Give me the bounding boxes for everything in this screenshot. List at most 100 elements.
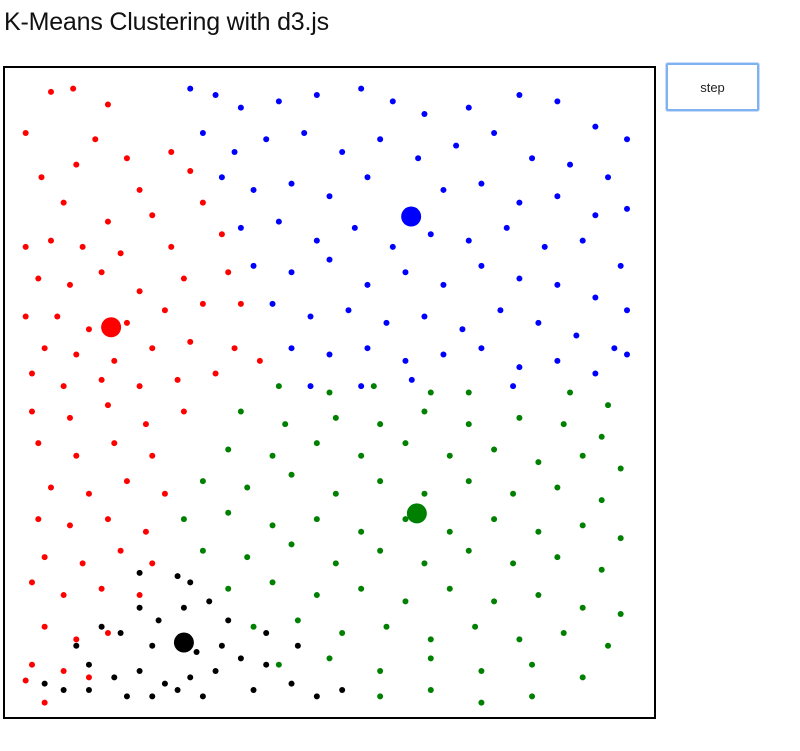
- data-point: [389, 98, 396, 105]
- data-point: [263, 630, 270, 637]
- data-point: [554, 554, 561, 561]
- data-point: [554, 193, 561, 200]
- page-title: K-Means Clustering with d3.js: [4, 8, 329, 36]
- data-point: [22, 313, 29, 320]
- data-point: [212, 91, 219, 98]
- step-button[interactable]: step: [666, 63, 759, 111]
- data-point: [402, 357, 409, 364]
- data-point: [554, 98, 561, 105]
- data-point: [218, 642, 225, 649]
- data-point: [288, 541, 295, 548]
- data-point: [231, 345, 238, 352]
- data-point: [605, 402, 612, 409]
- data-point: [605, 642, 612, 649]
- data-point: [47, 484, 54, 491]
- data-point: [225, 446, 232, 453]
- data-point: [510, 383, 517, 390]
- data-point: [123, 693, 130, 700]
- data-point: [491, 129, 498, 136]
- data-point: [358, 528, 365, 535]
- data-point: [313, 440, 320, 447]
- data-point: [73, 161, 80, 168]
- data-point: [313, 693, 320, 700]
- data-point: [85, 490, 92, 497]
- data-point: [123, 155, 130, 162]
- data-point: [35, 440, 42, 447]
- data-point: [617, 465, 624, 472]
- data-point: [402, 516, 409, 523]
- data-point: [421, 110, 428, 117]
- data-point: [73, 636, 80, 643]
- data-point: [28, 579, 35, 586]
- data-point: [402, 598, 409, 605]
- data-point: [313, 516, 320, 523]
- data-point: [85, 687, 92, 694]
- data-point: [79, 560, 86, 567]
- data-point: [282, 421, 289, 428]
- data-point: [174, 573, 181, 580]
- data-point: [168, 148, 175, 155]
- data-point: [592, 123, 599, 130]
- data-point: [275, 383, 282, 390]
- kmeans-plot: [3, 66, 656, 719]
- data-point: [427, 687, 434, 694]
- data-point: [465, 478, 472, 485]
- data-point: [402, 269, 409, 276]
- data-point: [231, 148, 238, 155]
- data-point: [364, 281, 371, 288]
- data-point: [440, 186, 447, 193]
- data-point: [326, 389, 333, 396]
- data-point: [142, 528, 149, 535]
- data-point: [187, 85, 194, 92]
- data-point: [35, 275, 42, 282]
- data-point: [516, 275, 523, 282]
- data-point: [541, 243, 548, 250]
- data-point: [98, 269, 105, 276]
- data-point: [535, 528, 542, 535]
- data-point: [516, 199, 523, 206]
- data-point: [104, 516, 111, 523]
- data-point: [288, 345, 295, 352]
- data-point: [446, 528, 453, 535]
- data-point: [592, 294, 599, 301]
- data-point: [529, 661, 536, 668]
- data-point: [180, 516, 187, 523]
- data-point: [554, 281, 561, 288]
- data-point: [104, 630, 111, 637]
- data-point: [339, 630, 346, 637]
- data-point: [510, 560, 517, 567]
- data-point: [598, 433, 605, 440]
- data-point: [79, 243, 86, 250]
- data-point: [573, 332, 580, 339]
- data-point: [136, 668, 143, 675]
- data-point: [288, 180, 295, 187]
- data-point: [345, 307, 352, 314]
- data-point: [117, 547, 124, 554]
- data-point: [22, 243, 29, 250]
- data-point: [206, 598, 213, 605]
- data-point: [41, 680, 48, 687]
- data-point: [326, 256, 333, 263]
- data-point: [427, 231, 434, 238]
- data-point: [60, 668, 67, 675]
- data-point: [60, 592, 67, 599]
- data-point: [459, 326, 466, 333]
- data-point: [554, 484, 561, 491]
- kmeans-scatter-svg: [22, 85, 631, 706]
- data-point: [199, 478, 206, 485]
- data-point: [250, 262, 257, 269]
- data-point: [624, 351, 631, 358]
- data-point: [383, 319, 390, 326]
- data-point: [136, 604, 143, 611]
- data-point: [364, 174, 371, 181]
- data-point: [440, 351, 447, 358]
- data-point: [617, 262, 624, 269]
- data-point: [199, 300, 206, 307]
- data-point: [199, 129, 206, 136]
- data-point: [478, 345, 485, 352]
- cluster-centroid-1: [101, 317, 122, 338]
- points-layer: [22, 85, 631, 706]
- data-point: [446, 585, 453, 592]
- data-point: [554, 357, 561, 364]
- data-point: [478, 262, 485, 269]
